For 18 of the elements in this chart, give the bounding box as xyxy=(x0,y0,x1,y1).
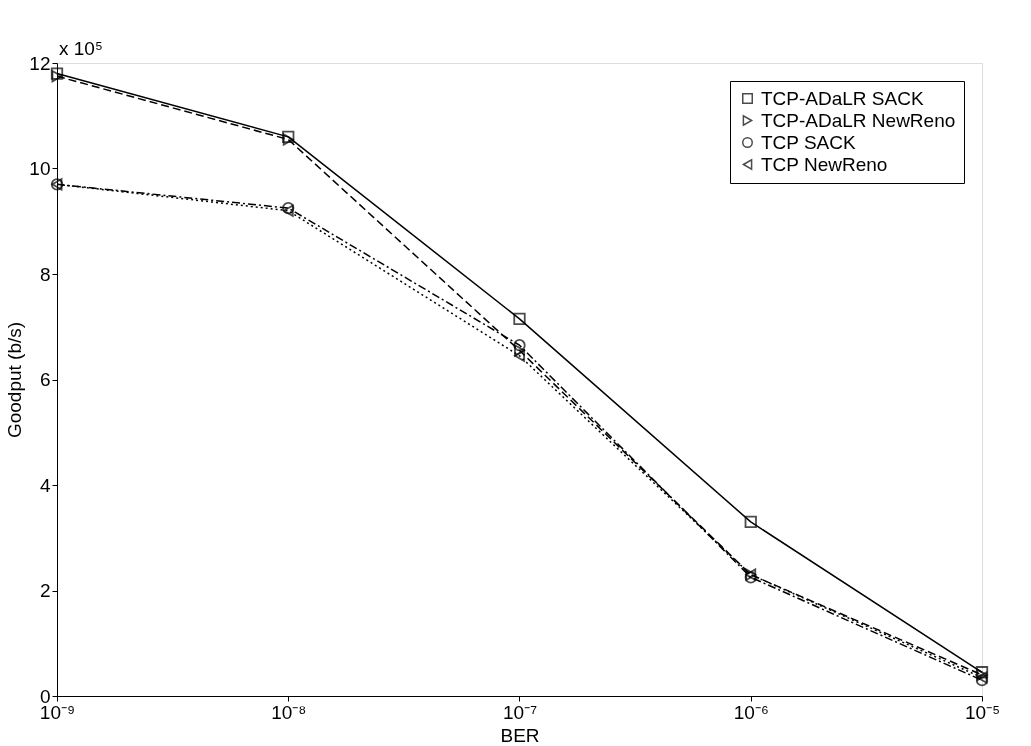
y-axis-title: Goodput (b/s) xyxy=(4,321,26,439)
legend-label: TCP-ADaLR SACK xyxy=(761,87,924,109)
y-tick-label: 6 xyxy=(39,369,51,390)
y-tick-label: 2 xyxy=(39,580,51,601)
x-axis-title: BER xyxy=(500,724,540,746)
y-tick-label: 8 xyxy=(39,263,51,285)
y-tick-label: 10 xyxy=(29,158,51,179)
y-tick-label: 4 xyxy=(39,474,51,496)
legend-label: TCP SACK xyxy=(761,131,856,153)
text: x 10⁵ xyxy=(59,38,103,59)
legend-label: TCP NewReno xyxy=(761,153,888,175)
x-tick-label: 10⁻⁵ xyxy=(964,701,1001,723)
x-tick-label: 10⁻⁷ xyxy=(502,701,538,723)
legend-label: TCP-ADaLR NewReno xyxy=(761,109,956,131)
y-tick-label: 0 xyxy=(39,685,51,707)
x-tick-label: 10⁻⁶ xyxy=(733,701,769,723)
x-tick-label: 10⁻⁸ xyxy=(271,701,307,723)
y-tick-label: 12 xyxy=(29,52,51,74)
